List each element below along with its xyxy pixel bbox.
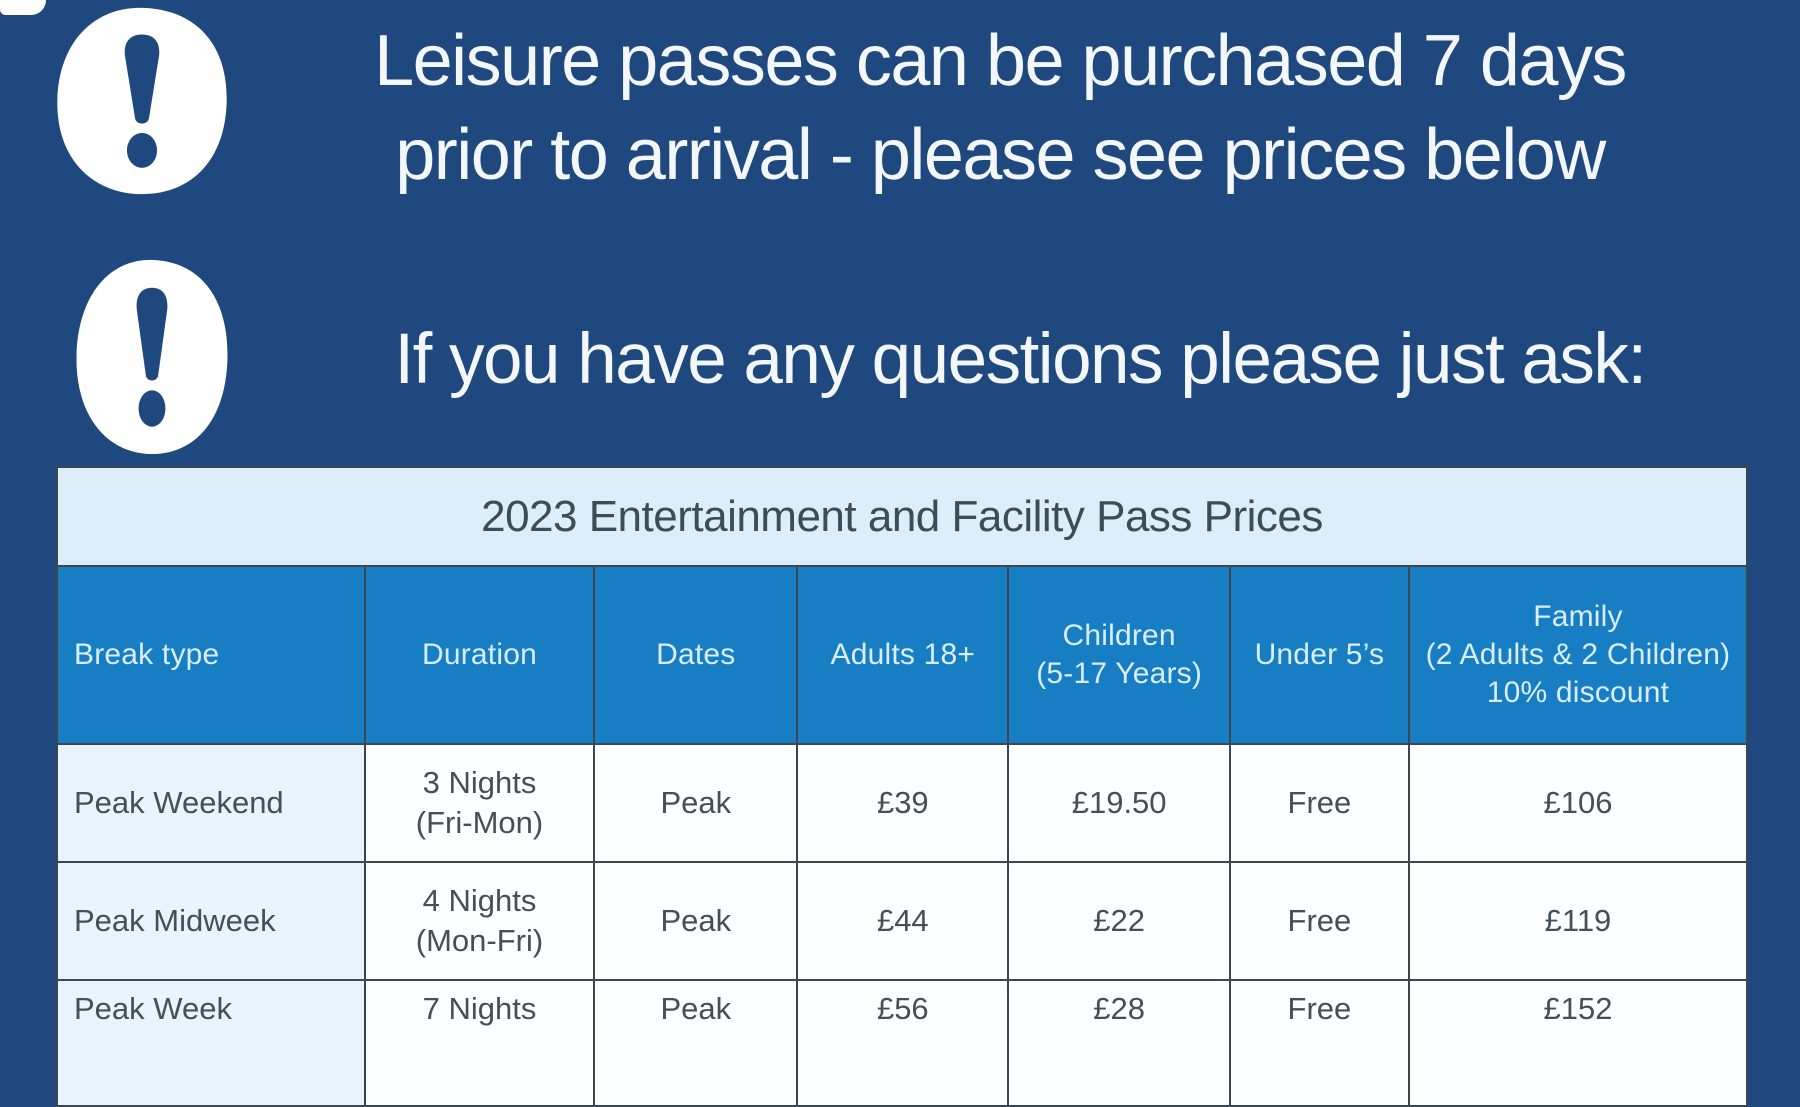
cell-adults-price: £56 <box>796 979 1010 1107</box>
cell-children-price: £22 <box>1007 861 1231 981</box>
cell-duration: 4 Nights (Mon-Fri) <box>363 861 596 981</box>
table-row: Peak Weekend 3 Nights (Fri-Mon) Peak £39… <box>56 743 1749 863</box>
cell-dates: Peak <box>593 861 799 981</box>
column-header-children: Children (5-17 Years) <box>1007 565 1231 745</box>
cell-family-price: £152 <box>1407 979 1749 1107</box>
column-header-adults: Adults 18+ <box>796 565 1010 745</box>
cell-adults-price: £39 <box>796 743 1010 863</box>
corner-artifact <box>0 0 46 15</box>
cell-family-price: £106 <box>1407 743 1749 863</box>
page: { "colors": { "background": "#1f487e", "… <box>0 0 1749 1107</box>
cell-dates: Peak <box>593 979 799 1107</box>
cell-children-price: £19.50 <box>1007 743 1231 863</box>
column-header-break-type: Break type <box>56 565 366 745</box>
cell-under-5s-price: Free <box>1228 979 1410 1107</box>
column-header-under-5s: Under 5’s <box>1228 565 1410 745</box>
cell-adults-price: £44 <box>796 861 1010 981</box>
cell-break-type: Peak Week <box>56 979 366 1107</box>
cell-children-price: £28 <box>1007 979 1231 1107</box>
cell-break-type: Peak Weekend <box>56 743 366 863</box>
cell-family-price: £119 <box>1407 861 1749 981</box>
table-header-row: Break type Duration Dates Adults 18+ Chi… <box>56 565 1749 745</box>
cell-duration: 3 Nights (Fri-Mon) <box>363 743 596 863</box>
column-header-dates: Dates <box>593 565 799 745</box>
cell-break-type: Peak Midweek <box>56 861 366 981</box>
exclamation-icon <box>70 258 234 456</box>
table-row: Peak Midweek 4 Nights (Mon-Fri) Peak £44… <box>56 861 1749 981</box>
cell-under-5s-price: Free <box>1228 743 1410 863</box>
notice-secondary-text: If you have any questions please just as… <box>394 320 1647 399</box>
cell-dates: Peak <box>593 743 799 863</box>
notice-primary: Leisure passes can be purchased 7 days p… <box>374 21 1627 195</box>
table-title: 2023 Entertainment and Facility Pass Pri… <box>56 466 1748 567</box>
cell-duration: 7 Nights <box>363 979 596 1107</box>
column-header-duration: Duration <box>363 565 596 745</box>
table-row: Peak Week 7 Nights Peak £56 £28 Free £15… <box>56 979 1749 1107</box>
exclamation-icon <box>50 6 234 196</box>
cell-under-5s-price: Free <box>1228 861 1410 981</box>
price-table: 2023 Entertainment and Facility Pass Pri… <box>56 466 1749 1107</box>
column-header-family: Family (2 Adults & 2 Children) 10% disco… <box>1407 565 1749 745</box>
